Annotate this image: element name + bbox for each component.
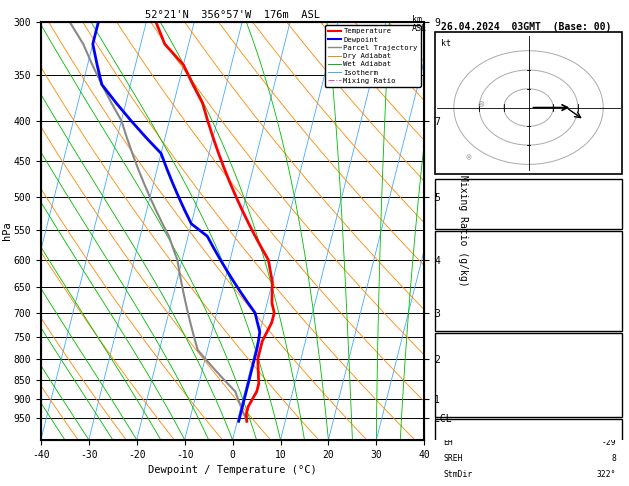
Text: 8: 8 — [611, 454, 616, 463]
Bar — [435, 419, 622, 486]
Text: 0: 0 — [611, 305, 616, 314]
Text: Lifted Index: Lifted Index — [443, 378, 501, 386]
X-axis label: Dewpoint / Temperature (°C): Dewpoint / Temperature (°C) — [148, 465, 317, 475]
Y-axis label: Mixing Ratio (g/kg): Mixing Ratio (g/kg) — [459, 175, 469, 287]
Text: kt: kt — [441, 38, 451, 48]
Bar — [435, 333, 622, 417]
Title: 52°21'N  356°57'W  176m  ASL: 52°21'N 356°57'W 176m ASL — [145, 10, 320, 20]
Text: 700: 700 — [601, 349, 616, 359]
Text: ⊗: ⊗ — [477, 98, 484, 108]
Text: PW (cm): PW (cm) — [443, 216, 478, 225]
Bar — [435, 231, 622, 331]
Text: km: km — [412, 15, 422, 24]
Text: CAPE (J): CAPE (J) — [443, 305, 482, 314]
Text: Totals Totals: Totals Totals — [443, 199, 508, 208]
Text: 287: 287 — [601, 277, 616, 285]
Text: Dewp (°C): Dewp (°C) — [443, 262, 487, 271]
Bar — [435, 32, 622, 174]
Text: Lifted Index: Lifted Index — [443, 291, 501, 300]
Text: Temp (°C): Temp (°C) — [443, 248, 487, 257]
Text: ⊗: ⊗ — [466, 153, 472, 163]
Bar — [435, 179, 622, 229]
Text: CIN (J): CIN (J) — [443, 319, 477, 329]
Text: 295: 295 — [601, 364, 616, 373]
Text: 322°: 322° — [596, 470, 616, 479]
Text: K: K — [443, 182, 448, 191]
Text: 1.9: 1.9 — [601, 248, 616, 257]
Text: 16: 16 — [606, 182, 616, 191]
Text: -29: -29 — [601, 438, 616, 447]
Text: CAPE (J): CAPE (J) — [443, 391, 482, 400]
Text: Hodograph: Hodograph — [506, 422, 550, 432]
Y-axis label: hPa: hPa — [2, 222, 12, 240]
Text: 1.01: 1.01 — [596, 216, 616, 225]
Text: θᵉ (K): θᵉ (K) — [443, 364, 472, 373]
Text: 0: 0 — [611, 405, 616, 415]
Text: 12: 12 — [606, 291, 616, 300]
Text: θᵉ(K): θᵉ(K) — [443, 277, 467, 285]
Text: 6: 6 — [611, 378, 616, 386]
Text: 43: 43 — [606, 199, 616, 208]
Legend: Temperature, Dewpoint, Parcel Trajectory, Dry Adiabat, Wet Adiabat, Isotherm, Mi: Temperature, Dewpoint, Parcel Trajectory… — [325, 25, 421, 87]
Text: 0: 0 — [611, 391, 616, 400]
Text: SREH: SREH — [443, 454, 462, 463]
Text: 0.3: 0.3 — [601, 262, 616, 271]
Text: Pressure (mb): Pressure (mb) — [443, 349, 506, 359]
Text: CIN (J): CIN (J) — [443, 405, 477, 415]
Text: Surface: Surface — [511, 233, 545, 243]
Text: 0: 0 — [611, 319, 616, 329]
Text: 26.04.2024  03GMT  (Base: 00): 26.04.2024 03GMT (Base: 00) — [442, 22, 612, 32]
Text: StmDir: StmDir — [443, 470, 472, 479]
Text: ASL: ASL — [412, 24, 427, 34]
Text: EH: EH — [443, 438, 453, 447]
Text: Most Unstable: Most Unstable — [497, 336, 560, 345]
